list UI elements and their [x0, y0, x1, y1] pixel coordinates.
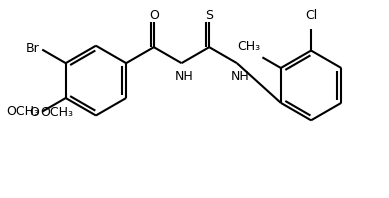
Text: NH: NH [230, 70, 249, 83]
Text: OCH₃: OCH₃ [40, 106, 73, 119]
Text: O: O [149, 9, 159, 22]
Text: Br: Br [26, 42, 39, 55]
Text: S: S [205, 9, 213, 22]
Text: OCH₃: OCH₃ [6, 105, 39, 118]
Text: NH: NH [175, 70, 194, 83]
Text: O: O [30, 106, 39, 119]
Text: Cl: Cl [305, 10, 317, 22]
Text: CH₃: CH₃ [237, 40, 261, 53]
